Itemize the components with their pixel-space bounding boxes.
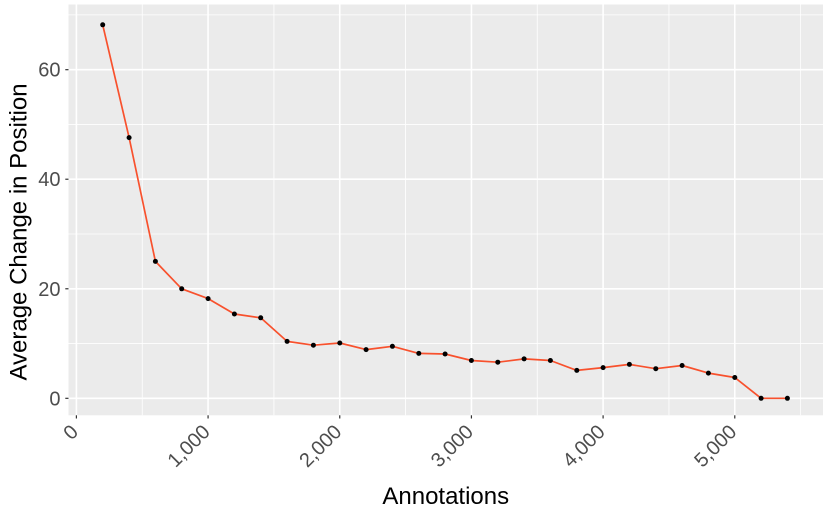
data-point [205,296,211,302]
data-point [310,342,316,348]
data-point [758,395,764,401]
data-point [389,343,395,349]
x-tick-label: 0 [60,421,83,444]
data-point [600,365,606,371]
x-tick-label: 2,000 [295,421,346,472]
data-point [784,395,790,401]
x-axis-title: Annotations [382,483,509,510]
data-point [442,351,448,357]
y-tick-label: 0 [49,388,60,410]
x-tick-label: 4,000 [559,421,610,472]
y-axis-title: Average Change in Position [6,83,33,380]
y-tick-label: 60 [38,60,60,82]
y-tick-label: 20 [38,279,60,301]
data-point [495,359,501,365]
x-tick-label: 1,000 [164,421,215,472]
data-point [258,315,264,321]
data-point [284,338,290,344]
data-point [231,311,237,317]
data-point [100,22,106,28]
data-point [679,363,685,368]
data-point [152,258,158,264]
panel-background [68,4,823,416]
data-point [179,286,185,292]
data-point [416,350,422,356]
data-point [521,356,527,362]
data-point [337,340,343,346]
x-tick-label: 5,000 [690,421,741,472]
y-tick-label: 40 [38,169,60,191]
x-tick-label: 3,000 [427,421,478,472]
data-point [363,347,369,353]
data-point [626,361,632,367]
data-point [126,135,132,141]
data-point [732,375,738,380]
data-point [547,358,553,363]
data-point [705,370,711,376]
data-point [468,358,474,363]
data-point [653,366,659,372]
data-point [574,367,580,373]
